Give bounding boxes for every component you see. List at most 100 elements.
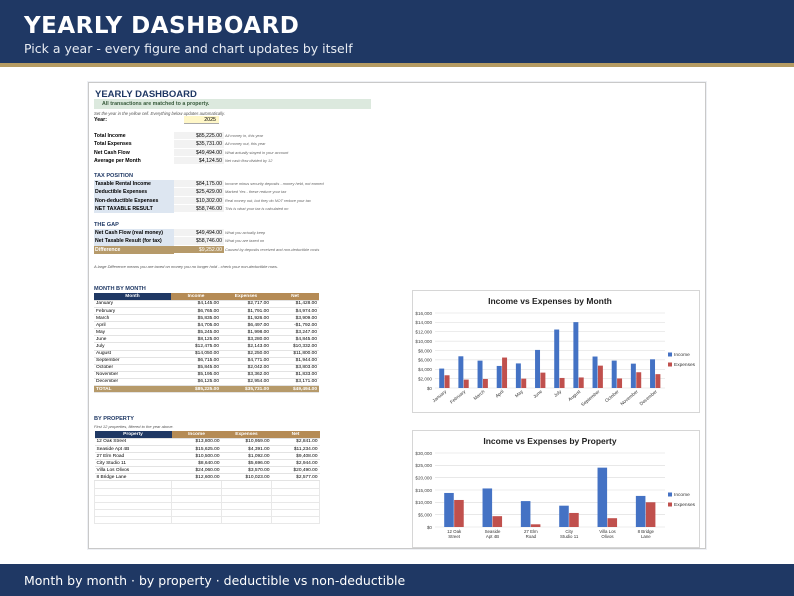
chart-bar-expenses[interactable]	[636, 372, 642, 388]
month-cell[interactable]: $4,771.00	[221, 357, 271, 365]
gap-value[interactable]: $58,746.00	[174, 237, 224, 246]
chart-bar-expenses[interactable]	[569, 512, 579, 527]
chart-bar-expenses[interactable]	[444, 375, 450, 388]
chart-bar-expenses[interactable]	[655, 374, 661, 388]
month-cell[interactable]: January	[94, 300, 171, 308]
property-cell[interactable]: $4,391.00	[221, 445, 272, 454]
property-cell[interactable]: $1,092.00	[221, 452, 272, 461]
chart-bar-income[interactable]	[592, 356, 598, 388]
property-column-header[interactable]: Income	[171, 431, 222, 439]
property-empty-cell[interactable]	[94, 515, 172, 525]
month-cell[interactable]: June	[94, 335, 171, 344]
property-empty-cell[interactable]	[221, 487, 272, 496]
month-column-header[interactable]: Net	[271, 293, 319, 301]
property-cell[interactable]: 8 Bridge Lane	[94, 473, 172, 482]
month-cell[interactable]: $4,705.00	[171, 321, 221, 330]
month-cell[interactable]: $6,497.00	[221, 321, 271, 330]
chart-bar-expenses[interactable]	[454, 499, 464, 527]
summary-value[interactable]: $49,494.00	[174, 148, 224, 157]
chart-bar-expenses[interactable]	[502, 357, 508, 388]
property-empty-cell[interactable]	[94, 480, 172, 489]
chart-bar-income[interactable]	[554, 329, 560, 388]
property-cell[interactable]: $20,490.00	[271, 466, 320, 475]
chart-bar-income[interactable]	[520, 501, 531, 527]
property-cell[interactable]: $5,696.00	[221, 459, 272, 468]
year-input-cell[interactable]: 2025	[184, 116, 219, 124]
chart-bar-income[interactable]	[439, 368, 445, 388]
property-empty-cell[interactable]	[171, 501, 222, 510]
chart-bar-income[interactable]	[515, 363, 521, 388]
month-cell[interactable]: $3,280.00	[221, 335, 271, 344]
month-cell[interactable]: $5,845.00	[171, 364, 221, 372]
month-cell[interactable]: $2,717.00	[221, 300, 271, 308]
chart-bar-expenses[interactable]	[540, 372, 546, 388]
property-empty-cell[interactable]	[271, 487, 320, 496]
month-cell[interactable]: April	[94, 321, 171, 330]
chart-bar-expenses[interactable]	[463, 379, 469, 388]
gap-value[interactable]: $9,252.00	[174, 245, 224, 254]
property-empty-cell[interactable]	[221, 515, 272, 525]
chart-bar-expenses[interactable]	[617, 378, 623, 388]
property-empty-cell[interactable]	[221, 501, 272, 510]
month-cell[interactable]: $6,715.00	[171, 357, 221, 365]
month-cell[interactable]: $1,926.00	[221, 314, 271, 323]
month-cell[interactable]: $8,125.00	[171, 335, 221, 344]
property-empty-cell[interactable]	[271, 508, 320, 517]
chart-bar-income[interactable]	[496, 365, 502, 388]
summary-value[interactable]: $4,124.50	[174, 157, 224, 166]
property-empty-cell[interactable]	[171, 487, 222, 496]
month-cell[interactable]: $2,143.00	[221, 342, 271, 351]
property-cell[interactable]: $8,640.00	[171, 459, 222, 468]
chart-bar-income[interactable]	[444, 492, 454, 527]
chart-bar-income[interactable]	[573, 322, 579, 388]
month-cell[interactable]: $4,145.00	[171, 300, 221, 308]
tax-value[interactable]: $10,302.00	[174, 196, 224, 205]
property-empty-cell[interactable]	[271, 515, 320, 525]
property-cell[interactable]: $15,625.00	[171, 445, 222, 454]
chart-bar-income[interactable]	[611, 360, 617, 388]
property-column-header[interactable]: Property	[94, 431, 172, 439]
chart-bar-expenses[interactable]	[521, 378, 527, 388]
chart-bar-expenses[interactable]	[607, 518, 618, 527]
property-cell[interactable]: $10,500.00	[171, 452, 222, 461]
month-cell[interactable]: $3,247.00	[271, 328, 319, 337]
chart-bar-income[interactable]	[630, 363, 636, 388]
spreadsheet-view[interactable]: YEARLY DASHBOARD All transactions are ma…	[88, 82, 706, 549]
month-cell[interactable]: $2,954.00	[221, 378, 271, 387]
property-cell[interactable]: $2,944.00	[271, 459, 320, 468]
tax-value[interactable]: $25,429.00	[174, 188, 224, 197]
month-cell[interactable]: $1,833.00	[271, 371, 319, 379]
chart-bar-income[interactable]	[458, 356, 464, 388]
chart-bar-expenses[interactable]	[559, 377, 565, 388]
month-cell[interactable]: February	[94, 307, 171, 316]
summary-value[interactable]: $35,731.00	[174, 140, 224, 149]
chart-bar-income[interactable]	[635, 495, 646, 527]
month-cell[interactable]: May	[94, 328, 171, 337]
month-cell[interactable]: $2,250.00	[221, 350, 271, 358]
chart-bar-expenses[interactable]	[645, 502, 656, 527]
month-cell[interactable]: $12,475.00	[171, 342, 221, 351]
month-total-cell[interactable]: $85,225.00	[171, 385, 221, 394]
month-cell[interactable]: $14,050.00	[171, 350, 221, 358]
month-cell[interactable]: $11,800.00	[271, 350, 319, 358]
chart-bar-expenses[interactable]	[530, 524, 541, 527]
property-cell[interactable]: Villa Los Olivos	[94, 466, 172, 475]
property-cell[interactable]: $2,577.00	[271, 473, 320, 482]
property-empty-cell[interactable]	[94, 487, 172, 496]
month-cell[interactable]: $6,125.00	[171, 378, 221, 387]
month-cell[interactable]: August	[94, 350, 171, 358]
month-cell[interactable]: July	[94, 342, 171, 351]
chart-bar-income[interactable]	[477, 360, 483, 388]
chart-bar-expenses[interactable]	[482, 378, 488, 388]
property-empty-cell[interactable]	[271, 494, 320, 503]
property-cell[interactable]: $10,959.00	[221, 438, 272, 446]
property-empty-cell[interactable]	[271, 480, 320, 489]
property-column-header[interactable]: Net	[271, 431, 320, 439]
property-cell[interactable]: $11,234.00	[271, 445, 320, 454]
summary-value[interactable]: $85,225.00	[174, 132, 224, 141]
property-empty-cell[interactable]	[221, 480, 272, 489]
month-column-header[interactable]: Month	[94, 293, 171, 301]
month-cell[interactable]: $1,998.00	[221, 328, 271, 337]
property-empty-cell[interactable]	[94, 494, 172, 503]
month-total-cell[interactable]: TOTAL	[94, 385, 171, 394]
